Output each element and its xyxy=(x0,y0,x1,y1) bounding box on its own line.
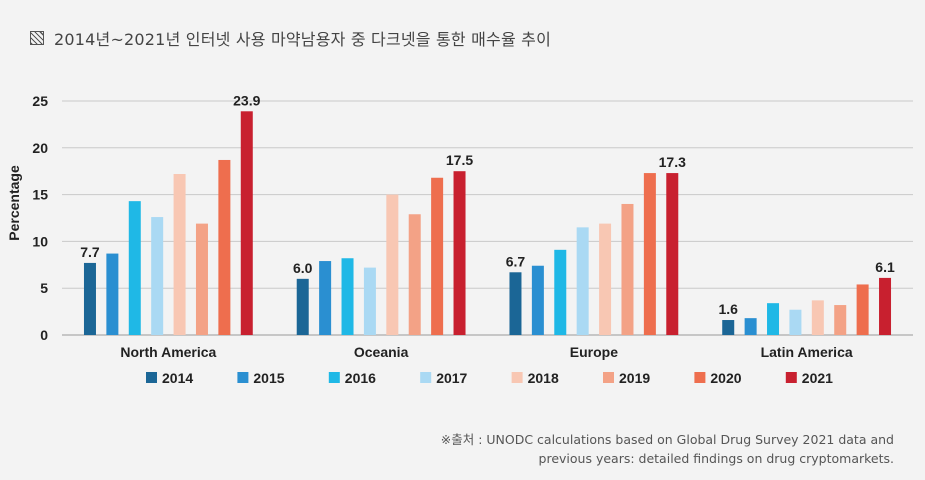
y-tick-label: 15 xyxy=(32,187,48,203)
legend-label: 2016 xyxy=(345,370,376,386)
bar xyxy=(811,300,824,335)
legend-swatch xyxy=(420,372,432,383)
y-axis-label: Percentage xyxy=(6,165,22,241)
x-tick-label: Latin America xyxy=(761,344,853,360)
data-label: 6.0 xyxy=(293,260,313,276)
bar xyxy=(767,303,780,335)
legend-swatch xyxy=(146,372,157,383)
bar xyxy=(509,272,522,335)
bar xyxy=(834,305,847,335)
bar xyxy=(218,159,231,335)
bar xyxy=(722,320,735,335)
bar xyxy=(453,171,466,335)
data-label: 6.7 xyxy=(506,253,526,269)
legend-label: 2020 xyxy=(710,370,741,386)
legend-label: 2014 xyxy=(162,370,193,386)
data-label: 17.5 xyxy=(446,152,473,168)
bar xyxy=(106,253,119,335)
data-label: 1.6 xyxy=(718,301,738,317)
bar-chart: 0 5 10 15 20 25 Percentage North America Oceania… xyxy=(6,92,913,386)
data-label: 7.7 xyxy=(80,244,100,260)
legend-swatch xyxy=(785,372,797,383)
legend-swatch xyxy=(694,372,706,383)
bar xyxy=(576,227,589,335)
bar xyxy=(83,262,96,335)
legend-label: 2018 xyxy=(528,370,559,386)
bar xyxy=(363,267,376,335)
bar xyxy=(296,278,309,335)
bar xyxy=(408,214,421,335)
bar xyxy=(531,265,544,335)
data-label: 6.1 xyxy=(875,259,895,275)
bar xyxy=(341,258,354,335)
legend-label: 2019 xyxy=(619,370,650,386)
legend-label: 2017 xyxy=(436,370,467,386)
y-tick-label: 20 xyxy=(32,140,48,156)
bar xyxy=(879,277,892,335)
source-line-1: ※출처 : UNODC calculations based on Global… xyxy=(440,432,894,447)
bar xyxy=(856,284,869,335)
legend-label: 2015 xyxy=(253,370,284,386)
bar xyxy=(621,203,634,335)
bar xyxy=(599,223,612,335)
source-note: ※출처 : UNODC calculations based on Global… xyxy=(334,430,894,468)
bar xyxy=(319,261,332,335)
y-tick-label: 0 xyxy=(40,327,48,343)
y-tick-label: 5 xyxy=(40,280,48,296)
data-label: 23.9 xyxy=(233,92,260,108)
data-label: 17.3 xyxy=(659,154,686,170)
title-row: 2014년~2021년 인터넷 사용 마약남용자 중 다크넷을 통한 매수율 추… xyxy=(30,26,551,50)
bar xyxy=(554,249,567,335)
bar xyxy=(128,201,141,335)
hatched-square-icon xyxy=(30,31,44,45)
y-tick-label: 25 xyxy=(32,93,48,109)
legend-swatch xyxy=(328,372,340,383)
x-tick-label: Oceania xyxy=(354,344,409,360)
x-tick-label: Europe xyxy=(570,344,618,360)
y-tick-label: 10 xyxy=(32,233,48,249)
bar xyxy=(173,174,186,335)
page-title: 2014년~2021년 인터넷 사용 마약남용자 중 다크넷을 통한 매수율 추… xyxy=(54,30,552,49)
x-tick-label: North America xyxy=(120,344,216,360)
bar xyxy=(151,217,164,335)
bar xyxy=(240,111,253,336)
bar xyxy=(386,194,399,335)
bar xyxy=(643,173,656,335)
source-line-2: previous years: detailed findings on dru… xyxy=(538,451,894,466)
legend-label: 2021 xyxy=(802,370,833,386)
bar xyxy=(195,223,208,335)
bar xyxy=(666,173,679,335)
bar xyxy=(789,309,802,335)
bar xyxy=(431,177,444,335)
legend-swatch xyxy=(237,372,249,383)
legend-swatch xyxy=(511,372,523,383)
legend-swatch xyxy=(603,372,614,383)
bar xyxy=(744,318,757,335)
